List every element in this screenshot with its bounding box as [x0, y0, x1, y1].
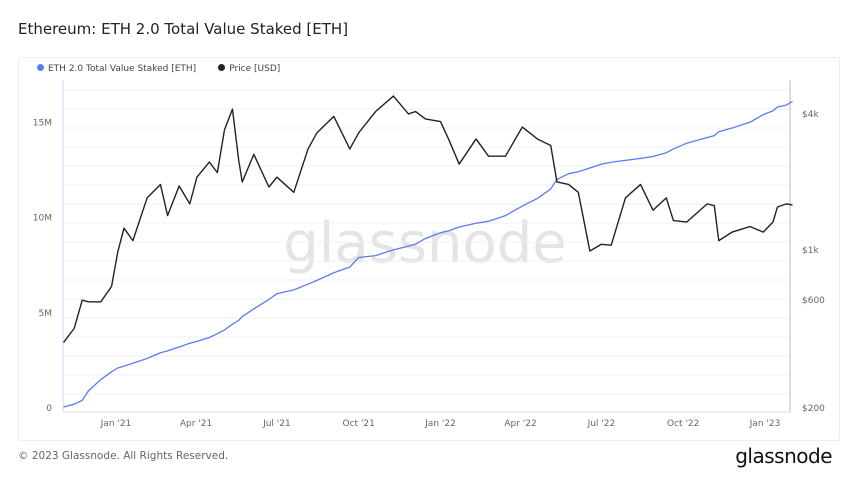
- legend-dot-price: [218, 64, 226, 71]
- y-left-tick-label: 5M: [39, 309, 53, 319]
- watermark: glassnode: [283, 211, 567, 276]
- y-right-tick-label: $4k: [802, 110, 819, 120]
- brand-logo: glassnode: [735, 444, 832, 468]
- y-right-tick-label: $600: [802, 296, 825, 306]
- legend-dot-staked: [37, 64, 44, 71]
- x-tick-label: Apr '21: [180, 419, 212, 429]
- legend-label-price: Price [USD]: [229, 64, 281, 74]
- chart-card: [18, 57, 840, 441]
- y-left-tick-label: 10M: [33, 214, 52, 224]
- legend: ETH 2.0 Total Value Staked [ETH] Price […: [37, 64, 280, 74]
- y-left-tick-label: 15M: [33, 118, 52, 128]
- y-right-tick-label: $200: [802, 404, 825, 414]
- y-left-tick-label: 0: [46, 404, 52, 414]
- legend-item-staked[interactable]: ETH 2.0 Total Value Staked [ETH]: [37, 64, 196, 74]
- x-tick-label: Oct '22: [667, 419, 699, 429]
- staked-line: [63, 100, 793, 408]
- x-tick-label: Apr '22: [504, 419, 536, 429]
- x-tick-label: Jan '21: [100, 419, 132, 429]
- x-tick-label: Jul '21: [262, 419, 291, 429]
- x-tick-label: Oct '21: [343, 419, 375, 429]
- price-line: [62, 95, 793, 343]
- x-tick-label: Jan '22: [424, 419, 456, 429]
- x-tick-label: Jul '22: [587, 419, 616, 429]
- legend-item-price[interactable]: Price [USD]: [218, 64, 280, 74]
- copyright: © 2023 Glassnode. All Rights Reserved.: [18, 450, 229, 462]
- y-right-tick-label: $1k: [802, 246, 819, 256]
- legend-label-staked: ETH 2.0 Total Value Staked [ETH]: [48, 64, 197, 74]
- page-title: Ethereum: ETH 2.0 Total Value Staked [ET…: [18, 20, 349, 38]
- x-tick-label: Jan '23: [749, 419, 781, 429]
